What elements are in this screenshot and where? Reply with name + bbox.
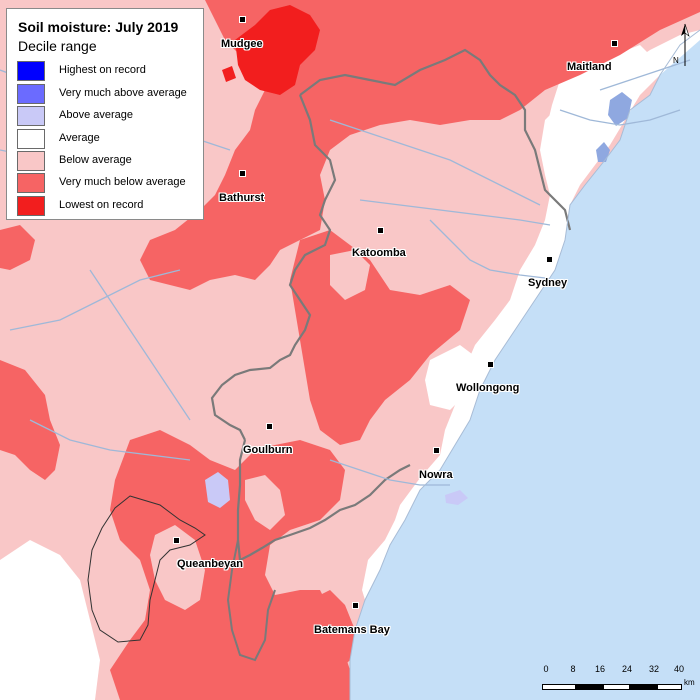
legend-label-very-much-above: Very much above average <box>59 87 187 99</box>
land-very-much-above-coast <box>596 142 610 162</box>
town-marker-queanbeyan <box>173 537 180 544</box>
north-arrow-icon <box>681 23 690 66</box>
land-very-much-above-maitland <box>608 92 632 126</box>
town-marker-batemans-bay <box>352 602 359 609</box>
legend-item-very-much-below: Very much below average <box>17 173 202 195</box>
town-label-sydney: Sydney <box>528 277 568 289</box>
town-label-maitland: Maitland <box>567 61 612 73</box>
town-marker-sydney <box>546 256 553 263</box>
coastline <box>349 29 700 700</box>
legend-swatch-above <box>17 106 45 126</box>
land-very-much-below-south-east <box>310 590 355 670</box>
land-average-coastal <box>362 30 700 600</box>
town-label-batemans-bay: Batemans Bay <box>314 624 390 636</box>
legend-item-below: Below average <box>17 151 202 173</box>
scale-unit: km <box>684 678 695 687</box>
land-below-average-south-inlier <box>150 525 205 610</box>
scale-tick-0: 0 <box>543 664 549 674</box>
north-arrow-label: N <box>673 56 679 65</box>
scale-tick-8: 8 <box>570 664 576 674</box>
legend-item-very-much-above: Very much above average <box>17 84 202 106</box>
scale-segment-4 <box>630 684 657 690</box>
land-average-central-coast <box>425 345 480 410</box>
legend-label-below: Below average <box>59 154 132 166</box>
town-label-goulburn: Goulburn <box>243 444 293 456</box>
town-label-mudgee: Mudgee <box>221 38 263 50</box>
legend-label-above: Above average <box>59 109 133 121</box>
catchment-boundary-south-lower <box>226 539 276 662</box>
scale-segment-5 <box>657 684 682 690</box>
legend-swatch-average <box>17 129 45 149</box>
catchment-boundary-north <box>299 48 572 231</box>
legend-label-lowest: Lowest on record <box>59 199 144 211</box>
legend-title: Soil moisture: July 2019 <box>18 19 179 35</box>
town-marker-bathurst <box>239 170 246 177</box>
map-legend: Soil moisture: July 2019 Decile range Hi… <box>6 8 204 220</box>
scale-tick-24: 24 <box>621 664 633 674</box>
legend-item-highest: Highest on record <box>17 61 202 83</box>
scale-segment-2 <box>576 684 603 690</box>
land-above-average-nowra <box>445 490 468 505</box>
act-boundary <box>87 495 206 643</box>
town-marker-nowra <box>433 447 440 454</box>
legend-swatch-very-much-below <box>17 173 45 193</box>
legend-swatch-very-much-above <box>17 84 45 104</box>
legend-label-highest: Highest on record <box>59 64 146 76</box>
town-label-bathurst: Bathurst <box>219 192 265 204</box>
legend-swatch-below <box>17 151 45 171</box>
catchment-boundary-central <box>210 94 337 441</box>
land-above-average-goulburn <box>205 472 230 508</box>
scale-tick-32: 32 <box>648 664 660 674</box>
town-marker-mudgee <box>239 16 246 23</box>
scale-segment-1 <box>542 684 576 690</box>
legend-item-above: Above average <box>17 106 202 128</box>
legend-item-average: Average <box>17 129 202 151</box>
legend-label-average: Average <box>59 132 100 144</box>
legend-swatch-highest <box>17 61 45 81</box>
legend-item-lowest: Lowest on record <box>17 196 202 218</box>
legend-swatch-lowest <box>17 196 45 216</box>
land-very-much-below-northeast-lobe <box>420 0 560 60</box>
town-marker-goulburn <box>266 423 273 430</box>
town-label-katoomba: Katoomba <box>352 247 406 259</box>
town-marker-katoomba <box>377 227 384 234</box>
town-marker-wollongong <box>487 361 494 368</box>
land-lowest-on-record-small <box>222 66 236 82</box>
town-marker-maitland <box>611 40 618 47</box>
land-very-much-below-far-west <box>0 225 35 270</box>
land-lowest-on-record <box>235 5 320 95</box>
catchment-boundary-south <box>236 439 411 562</box>
town-label-queanbeyan: Queanbeyan <box>177 558 244 570</box>
scale-segment-3 <box>603 684 630 690</box>
legend-label-very-much-below: Very much below average <box>59 176 186 188</box>
land-below-average-goulburn-inlier <box>245 475 285 530</box>
town-label-nowra: Nowra <box>419 469 453 481</box>
scale-bar: 0 8 16 24 32 40 km <box>540 664 695 692</box>
land-below-average-central-inlier <box>330 250 370 300</box>
legend-subtitle: Decile range <box>18 38 97 54</box>
scale-tick-40: 40 <box>673 664 685 674</box>
land-very-much-below-south <box>110 430 350 700</box>
town-label-wollongong: Wollongong <box>456 382 520 394</box>
land-average-southwest <box>0 540 100 700</box>
scale-tick-16: 16 <box>594 664 606 674</box>
